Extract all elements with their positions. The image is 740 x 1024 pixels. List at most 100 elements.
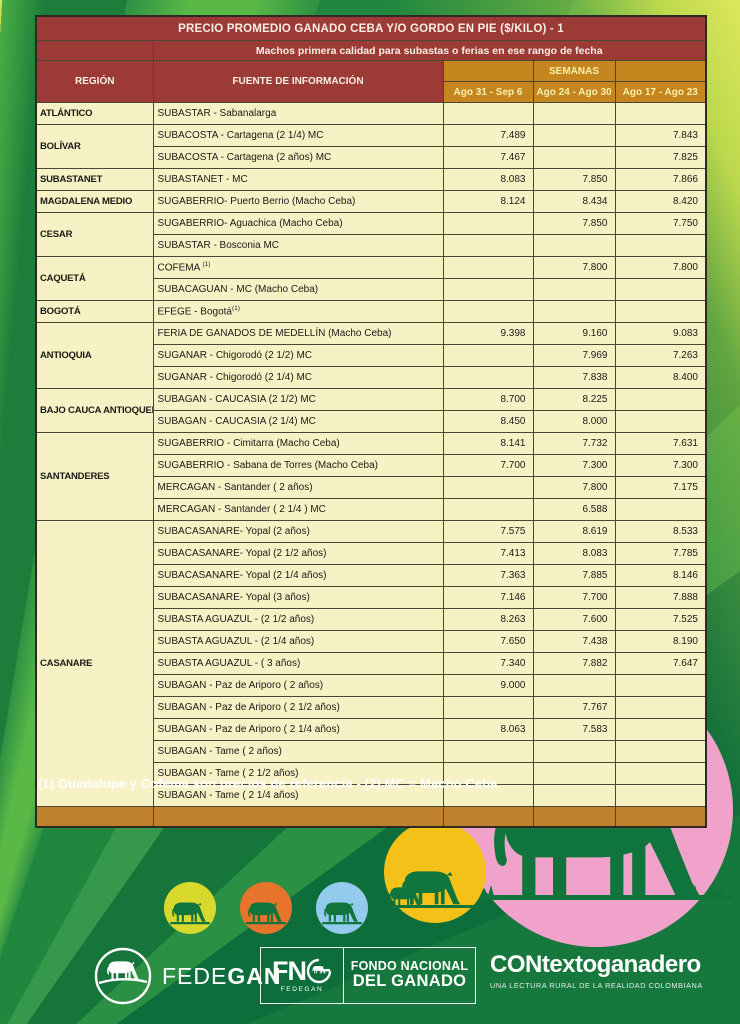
table-row: SUBAGAN - Tame ( 2 1/2 años) xyxy=(36,762,707,785)
price-cell: 8.141 xyxy=(442,432,534,455)
price-cell: 8.063 xyxy=(442,718,534,741)
source-cell: SUBACASANARE- Yopal (2 1/4 años) xyxy=(152,564,444,587)
table-row: MERCAGAN - Santander ( 2 años) 7.800 7.175 xyxy=(36,476,707,499)
source-cell: SUBAGAN - Tame ( 2 1/2 años) xyxy=(152,762,444,785)
table-row: SUGANAR - Chigorodó (2 1/2) MC 7.969 7.263 xyxy=(36,344,707,367)
footnote: (1) Guadalupe y Cofema son precios de re… xyxy=(38,776,498,791)
price-cell: 7.969 xyxy=(532,344,616,367)
table-row: SUBAGAN - CAUCASIA (2 1/4) MC 8.450 8.000 xyxy=(36,410,707,433)
price-cell xyxy=(614,762,707,785)
price-cell xyxy=(532,234,616,257)
price-cell xyxy=(532,762,616,785)
table-row: SUBASTA AGUAZUL - (2 1/2 años) 8.263 7.600… xyxy=(36,608,707,631)
price-cell: 7.489 xyxy=(442,124,534,147)
region-cell: MAGDALENA MEDIO xyxy=(35,190,154,213)
contexto-title: CONtextoganadero xyxy=(490,951,701,978)
source-cell: MERCAGAN - Santander ( 2 años) xyxy=(152,476,444,499)
source-cell: SUGABERRIO - Cimitarra (Macho Ceba) xyxy=(152,432,444,455)
source-cell: SUBAGAN - Tame ( 2 años) xyxy=(152,740,444,763)
price-cell: 8.619 xyxy=(532,520,616,543)
source-cell: SUBASTAR - Bosconia MC xyxy=(152,234,444,257)
price-cell xyxy=(442,300,534,323)
price-cell: 7.263 xyxy=(614,344,707,367)
price-cell: 7.700 xyxy=(442,454,534,477)
table-row: SANTANDERES SUGABERRIO - Cimitarra (Macho… xyxy=(35,432,707,521)
price-cell: 7.467 xyxy=(442,146,534,169)
price-cell: 8.124 xyxy=(442,190,534,213)
price-cell: 8.434 xyxy=(532,190,616,213)
price-cell: 7.785 xyxy=(614,542,707,565)
source-cell: SUBASTAR - Sabanalarga xyxy=(152,102,444,125)
price-cell xyxy=(614,300,707,323)
price-cell: 7.838 xyxy=(532,366,616,389)
price-table: PRECIO PROMEDIO GANADO CEBA Y/O GORDO EN… xyxy=(35,15,707,828)
semanas-spacer-right xyxy=(614,60,707,82)
price-cell xyxy=(442,256,534,279)
column-header-source: FUENTE DE INFORMACIÓN xyxy=(152,60,444,103)
price-cell: 7.631 xyxy=(614,432,707,455)
price-cell: 7.300 xyxy=(614,454,707,477)
price-cell: 7.340 xyxy=(442,652,534,675)
price-cell: 7.525 xyxy=(614,608,707,631)
table-row: SUBACASANARE- Yopal (2 1/4 años) 7.363 7.8… xyxy=(36,564,707,587)
table-row: SUBACAGUAN - MC (Macho Ceba) xyxy=(36,278,707,301)
source-cell: SUBAGAN - Paz de Ariporo ( 2 años) xyxy=(152,674,444,697)
price-cell xyxy=(532,278,616,301)
source-cell: SUBACASANARE- Yopal (3 años) xyxy=(152,586,444,609)
fng-sub-label: FEDEGAN xyxy=(280,986,324,993)
price-cell: 9.160 xyxy=(532,322,616,345)
table-row: BAJO CAUCA ANTIOQUEÑO SUBAGAN - CAUCASIA … xyxy=(35,388,707,433)
table-row: ANTIOQUIA FERIA DE GANADOS DE MEDELLÍN (M… xyxy=(35,322,707,389)
region-cell: ANTIOQUIA xyxy=(35,322,154,389)
fng-g-cow-icon xyxy=(306,958,332,984)
source-cell: SUBAGAN - CAUCASIA (2 1/2) MC xyxy=(152,388,444,411)
price-cell: 8.146 xyxy=(614,564,707,587)
price-cell: 7.363 xyxy=(442,564,534,587)
fng-divider xyxy=(343,948,344,1003)
price-cell: 7.843 xyxy=(614,124,707,147)
price-cell: 7.575 xyxy=(442,520,534,543)
table-subtitle: Machos primera calidad para subastas o f… xyxy=(152,40,707,61)
source-cell: COFEMA (1) xyxy=(152,256,444,279)
price-cell: 8.533 xyxy=(614,520,707,543)
price-cell: 7.800 xyxy=(614,256,707,279)
fng-initials-block: FN FEDEGAN xyxy=(261,958,343,993)
price-cell: 9.000 xyxy=(442,674,534,697)
table-row: CASANARE SUBACASANARE- Yopal (2 años) 7.57… xyxy=(35,520,707,807)
table-title: PRECIO PROMEDIO GANADO CEBA Y/O GORDO EN… xyxy=(35,15,707,41)
table-row: SUBASTA AGUAZUL - (2 1/4 años) 7.650 7.438… xyxy=(36,630,707,653)
price-cell: 7.732 xyxy=(532,432,616,455)
region-cell: BOGOTÁ xyxy=(35,300,154,323)
contextoganadero-logo: CONtextoganadero UNA LECTURA RURAL DE LA… xyxy=(490,951,703,991)
region-cell: CESAR xyxy=(35,212,154,257)
price-cell xyxy=(532,740,616,763)
table-body: ATLÁNTICO SUBASTAR - Sabanalarga BOLÍVAR SU… xyxy=(35,102,707,807)
price-cell xyxy=(442,366,534,389)
source-cell: SUGABERRIO - Sabana de Torres (Macho Ceb… xyxy=(152,454,444,477)
source-cell: SUBACASANARE- Yopal (2 1/2 años) xyxy=(152,542,444,565)
fng-logo: FN FEDEGAN FONDO NACIONAL DEL GANADO xyxy=(260,947,476,1004)
contexto-subtitle: UNA LECTURA RURAL DE LA REALIDAD COLOMBI… xyxy=(490,981,703,990)
price-cell: 9.398 xyxy=(442,322,534,345)
price-cell xyxy=(614,410,707,433)
table-row: SUGANAR - Chigorodó (2 1/4) MC 7.838 8.400 xyxy=(36,366,707,389)
price-cell xyxy=(614,102,707,125)
price-cell xyxy=(614,674,707,697)
week-column-1: Ago 31 - Sep 6 xyxy=(442,81,534,103)
table-row: SUBACOSTA - Cartagena (2 años) MC 7.467 7.… xyxy=(36,146,707,169)
price-cell: 7.146 xyxy=(442,586,534,609)
price-cell: 7.413 xyxy=(442,542,534,565)
column-header-semanas: SEMANAS xyxy=(532,60,616,82)
price-cell xyxy=(442,344,534,367)
price-cell xyxy=(614,278,707,301)
price-cell xyxy=(532,300,616,323)
price-cell: 7.647 xyxy=(614,652,707,675)
region-cell: CAQUETÁ xyxy=(35,256,154,301)
table-row: SUBASTAR - Bosconia MC xyxy=(36,234,707,257)
region-cell: SUBASTANET xyxy=(35,168,154,191)
price-cell: 8.083 xyxy=(532,542,616,565)
region-cell: BAJO CAUCA ANTIOQUEÑO xyxy=(35,388,154,433)
source-cell: SUBACOSTA - Cartagena (2 años) MC xyxy=(152,146,444,169)
table-row: SUBASTA AGUAZUL - ( 3 años) 7.340 7.882 7.6… xyxy=(36,652,707,675)
source-cell: SUBACAGUAN - MC (Macho Ceba) xyxy=(152,278,444,301)
